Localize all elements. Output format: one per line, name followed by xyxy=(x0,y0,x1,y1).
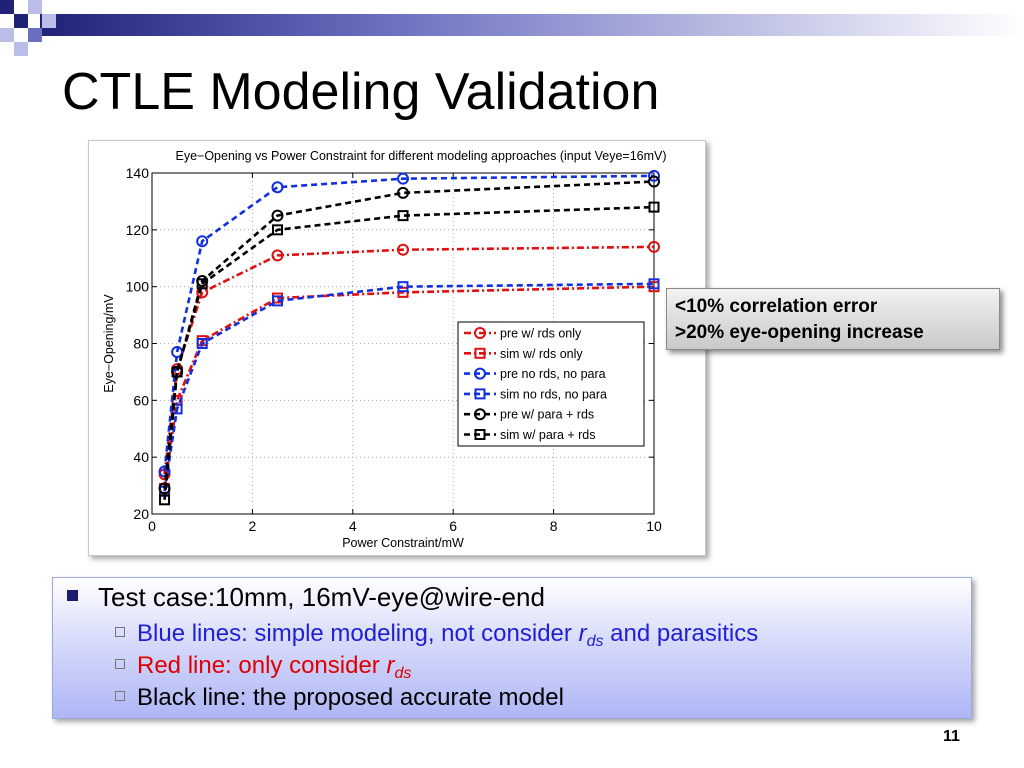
legend-marker xyxy=(474,327,486,339)
chart-title: Eye−Opening vs Power Constraint for diff… xyxy=(175,149,666,163)
legend-box xyxy=(457,321,645,447)
sub-bullet-text: Red line: only consider xyxy=(137,652,387,679)
deco-square xyxy=(28,0,42,14)
hollow-square-bullet-icon xyxy=(115,691,125,701)
legend: pre w/ rds only sim w/ rds only pre no rds… xyxy=(457,321,645,447)
series-line xyxy=(163,180,655,489)
y-tick-label: 120 xyxy=(126,222,150,238)
data-point xyxy=(397,186,409,199)
main-bullet-text: Test case:10mm, 16mV-eye@wire-end xyxy=(98,582,545,612)
data-point xyxy=(397,286,409,298)
y-tick-label: 100 xyxy=(126,279,150,295)
data-point xyxy=(272,224,283,236)
data-point xyxy=(648,169,660,182)
data-point xyxy=(271,181,284,194)
page-number: 11 xyxy=(943,728,960,745)
data-point xyxy=(397,210,409,222)
data-point xyxy=(159,494,171,506)
data-point xyxy=(271,209,284,222)
legend-marker xyxy=(474,367,486,380)
data-point xyxy=(196,338,208,349)
legend-marker xyxy=(474,388,486,400)
series-line xyxy=(163,205,655,500)
series-0 xyxy=(158,240,660,481)
x-axis-label: Power Constraint/mW xyxy=(342,536,464,550)
legend-label: pre w/ rds only xyxy=(500,327,582,341)
deco-square xyxy=(14,42,28,56)
legend-label: pre w/ para + rds xyxy=(500,408,594,422)
data-point xyxy=(648,240,660,253)
sub-bullet-text: Black line: the proposed accurate model xyxy=(137,684,564,711)
callout-line-1: <10% correlation error xyxy=(675,296,878,317)
series-5 xyxy=(159,201,660,506)
rds-subscript: ds xyxy=(586,633,604,650)
x-tick-label: 2 xyxy=(249,518,257,534)
data-point xyxy=(271,249,284,262)
hollow-square-bullet-icon xyxy=(115,627,125,637)
legend-label: pre no rds, no para xyxy=(500,367,606,381)
y-tick-label: 60 xyxy=(133,392,149,408)
sub-bullet-text: Blue lines: simple modeling, not conside… xyxy=(137,620,579,647)
sub-bullet-tail: and parasitics xyxy=(603,620,759,647)
rds-symbol: r xyxy=(578,620,587,647)
callout-line-2: >20% eye-opening increase xyxy=(675,322,924,343)
x-tick-label: 4 xyxy=(349,518,357,534)
sub-bullet-red: Red line: only consider rds xyxy=(115,652,411,683)
data-point xyxy=(397,172,409,185)
legend-marker xyxy=(474,408,486,421)
legend-label: sim w/ para + rds xyxy=(500,428,596,442)
data-point xyxy=(196,278,208,290)
data-point xyxy=(196,235,209,248)
x-tick-label: 0 xyxy=(148,518,156,534)
sub-bullet-black: Black line: the proposed accurate model xyxy=(115,684,564,712)
corner-decoration xyxy=(0,0,1024,56)
eye-opening-chart: 0 2 4 6 8 10 20 40 60 80 100 120 140 Eye−Opening vs P… xyxy=(102,149,667,550)
deco-square xyxy=(14,14,28,28)
data-point xyxy=(171,366,183,378)
legend-marker xyxy=(474,347,486,359)
data-point xyxy=(272,295,283,307)
x-tick-label: 10 xyxy=(646,518,662,534)
data-point xyxy=(397,243,409,256)
x-tick-label: 8 xyxy=(550,518,558,534)
y-tick-label: 20 xyxy=(133,506,149,522)
data-point xyxy=(648,278,660,290)
legend-label: sim no rds, no para xyxy=(500,387,607,401)
deco-square xyxy=(0,28,14,42)
header-gradient-bar xyxy=(40,14,1024,36)
deco-square xyxy=(42,14,56,28)
slide-title: CTLE Modeling Validation xyxy=(62,63,660,121)
chart-frame: 0 2 4 6 8 10 20 40 60 80 100 120 140 Eye−Opening vs P… xyxy=(88,140,706,556)
series-line xyxy=(163,174,655,472)
callout-box: <10% correlation error >20% eye-opening … xyxy=(666,288,1000,350)
data-point xyxy=(158,482,171,495)
deco-square xyxy=(28,28,42,42)
main-bullet: Test case:10mm, 16mV-eye@wire-end xyxy=(67,582,545,613)
rds-subscript: ds xyxy=(394,665,412,682)
bullet-box: Test case:10mm, 16mV-eye@wire-end Blue l… xyxy=(52,577,972,719)
data-point xyxy=(171,346,184,359)
hollow-square-bullet-icon xyxy=(115,659,125,669)
y-tick-label: 140 xyxy=(126,165,150,181)
series-line xyxy=(163,285,655,489)
x-tick-label: 6 xyxy=(449,518,457,534)
rds-symbol: r xyxy=(386,652,395,679)
y-axis-label: Eye−Opening/mV xyxy=(102,294,116,393)
series-line xyxy=(163,245,655,475)
y-tick-label: 40 xyxy=(133,449,149,465)
data-point xyxy=(648,175,660,188)
sub-bullet-blue: Blue lines: simple modeling, not conside… xyxy=(115,620,758,651)
y-tick-label: 80 xyxy=(133,336,149,352)
data-point xyxy=(648,201,660,213)
deco-square xyxy=(0,0,14,14)
square-bullet-icon xyxy=(67,590,78,601)
legend-label: sim w/ rds only xyxy=(500,347,583,361)
legend-marker xyxy=(474,429,486,440)
data-point xyxy=(397,281,409,293)
